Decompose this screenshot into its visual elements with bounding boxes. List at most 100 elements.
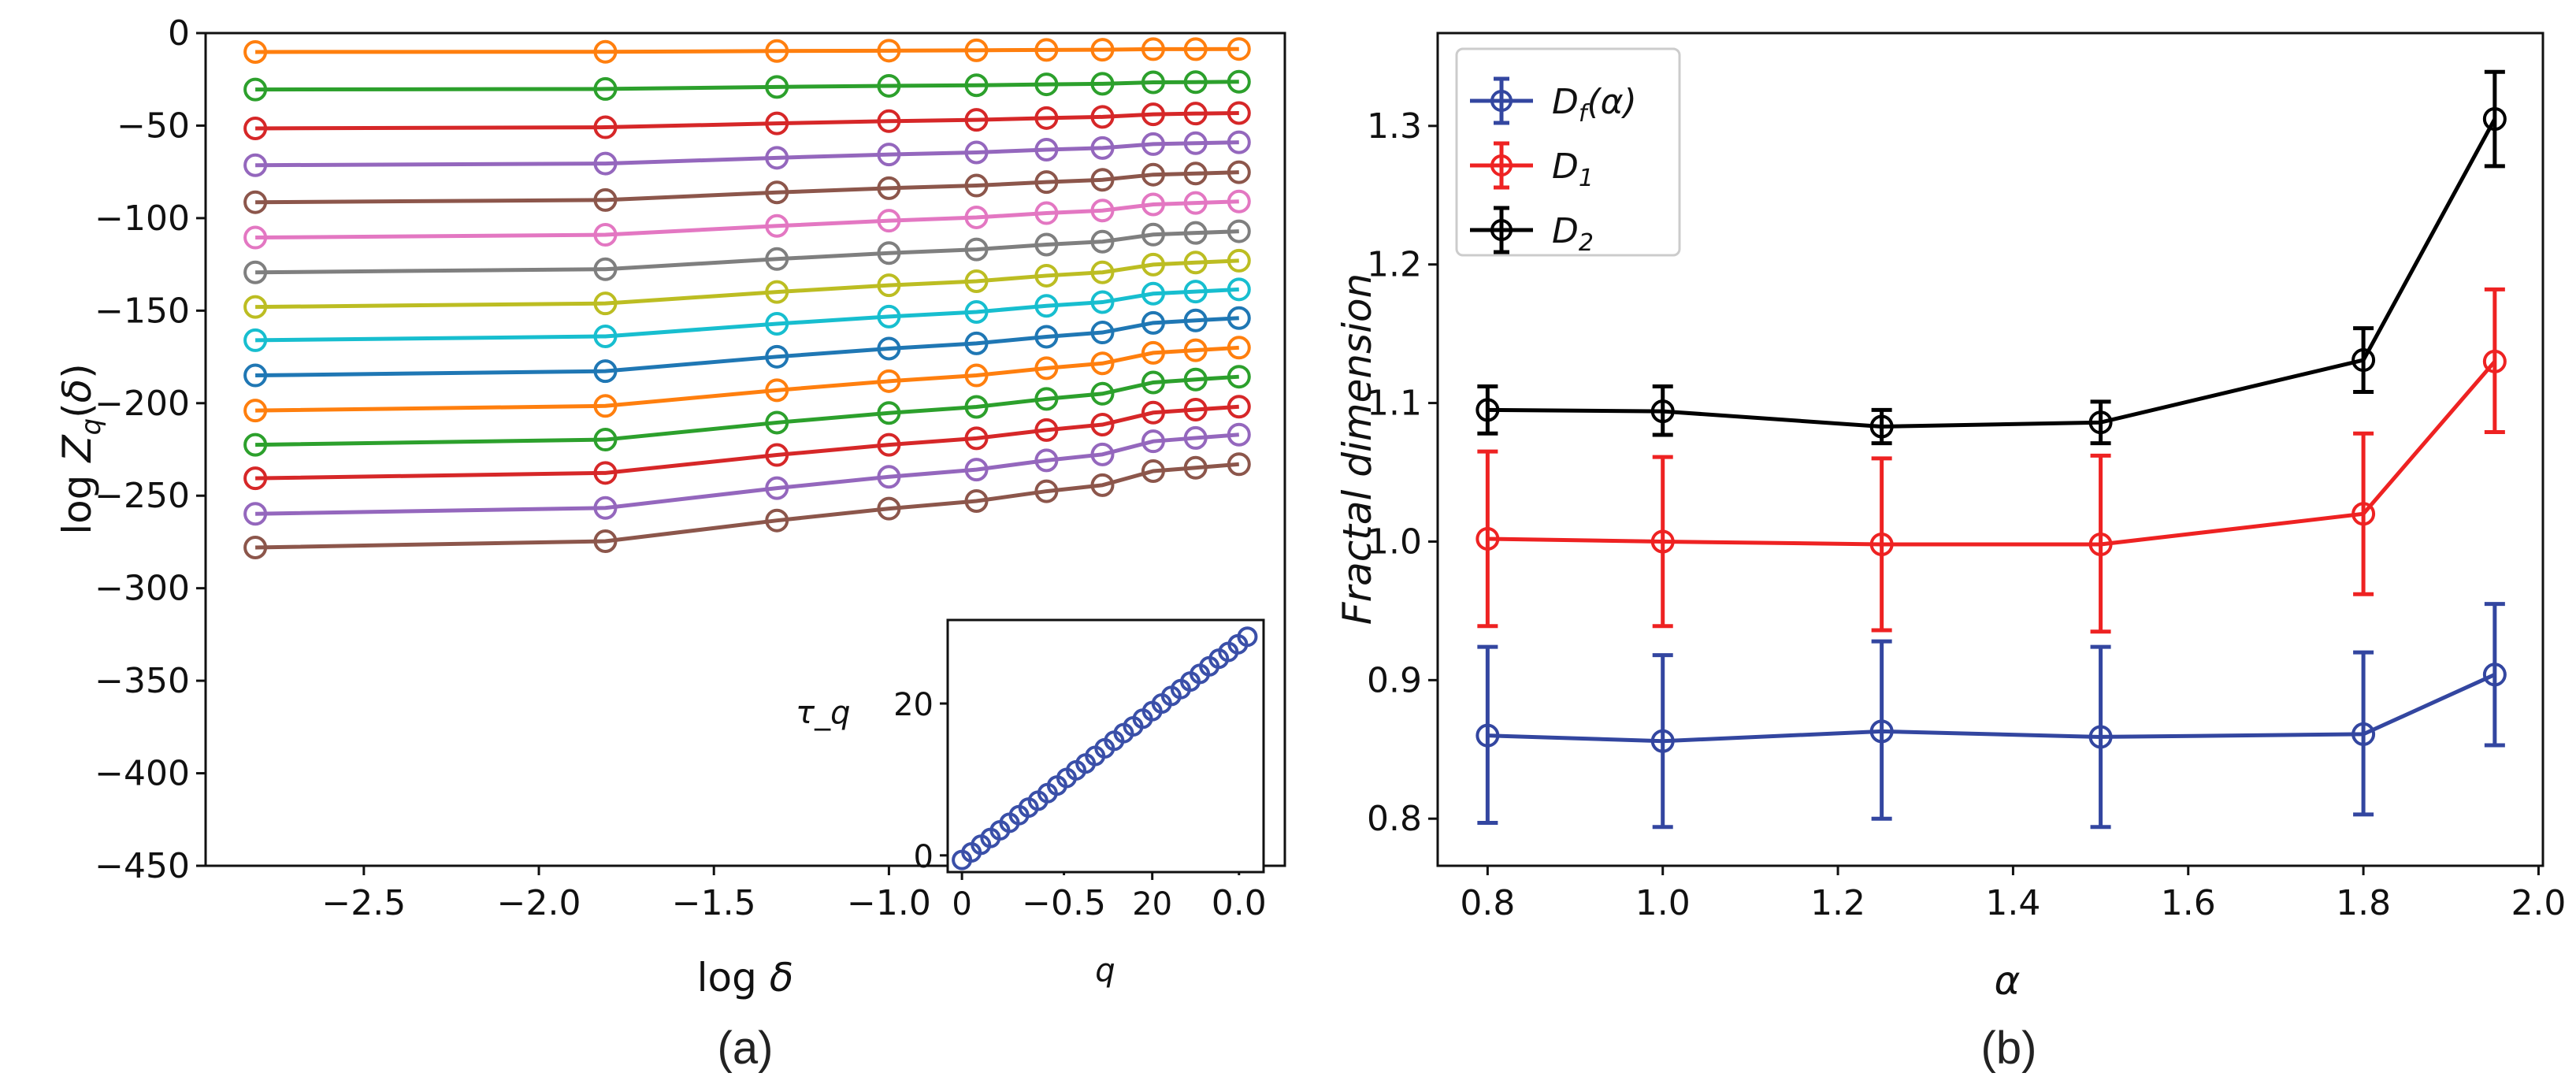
- legend-entry: D2: [1470, 206, 1594, 257]
- inset-x-tick-label: 0: [952, 886, 971, 923]
- data-point: [1141, 281, 1165, 306]
- data-point: [243, 225, 268, 250]
- data-point: [1227, 160, 1251, 184]
- y-axis-label: log Zq(δ): [54, 363, 107, 535]
- data-point: [593, 394, 618, 418]
- data-point: [1183, 280, 1208, 304]
- data-point: [765, 180, 789, 205]
- y-axis-label: Fractal dimension: [1334, 273, 1380, 625]
- data-point: [964, 458, 989, 482]
- data-point: [2088, 532, 2113, 556]
- data-point: [2351, 502, 2376, 526]
- data-point: [765, 344, 789, 369]
- data-point: [1183, 191, 1208, 215]
- x-tick-label: 0.8: [1460, 883, 1515, 923]
- x-tick-label: 0.0: [1212, 883, 1267, 923]
- data-point: [877, 432, 901, 457]
- data-point: [1227, 452, 1251, 477]
- x-tick-label: 2.0: [2511, 883, 2566, 923]
- data-point: [1227, 422, 1251, 447]
- x-tick-label: 1.8: [2336, 883, 2391, 923]
- data-point: [1650, 529, 1675, 554]
- x-tick-label: −0.5: [1022, 883, 1106, 923]
- x-axis-label-symbol: δ: [770, 955, 794, 1000]
- y-tick-label: 1.2: [1367, 245, 1422, 285]
- series-13: [243, 395, 1251, 491]
- y-tick-label: −400: [95, 754, 190, 794]
- data-point: [1869, 414, 1894, 439]
- data-point: [765, 213, 789, 238]
- series-4: [243, 130, 1251, 177]
- data-point: [765, 39, 789, 63]
- data-point: [877, 273, 901, 298]
- inset-y-tick-label: 0: [914, 839, 934, 875]
- data-point: [1141, 70, 1165, 95]
- data-point: [243, 535, 268, 559]
- legend-label-sub: 2: [1579, 229, 1594, 257]
- x-tick-label: 1.2: [1810, 883, 1865, 923]
- series-15: [243, 452, 1251, 559]
- data-point: [1183, 102, 1208, 126]
- series-14: [243, 422, 1251, 526]
- data-point: [2088, 725, 2113, 749]
- series-2: [243, 69, 1251, 102]
- data-point: [2088, 410, 2113, 435]
- axes-frame: [204, 32, 1286, 867]
- data-point: [1141, 102, 1165, 127]
- data-point: [1090, 381, 1115, 406]
- data-point: [243, 328, 268, 352]
- data-point: [593, 76, 618, 101]
- data-point: [243, 153, 268, 177]
- data-point: [593, 428, 618, 452]
- data-point: [243, 502, 268, 526]
- inset-chart: 0 20 0 20 q: [893, 618, 1265, 989]
- data-point: [1141, 458, 1165, 483]
- series-line: [1487, 673, 2496, 744]
- y-tick-label: −250: [95, 476, 190, 516]
- data-point: [1227, 37, 1251, 61]
- x-tick-label: 1.0: [1635, 883, 1691, 923]
- series-line: [255, 345, 1239, 413]
- data-point: [1183, 367, 1208, 392]
- inset-axes-frame: [946, 618, 1265, 874]
- data-point: [877, 209, 901, 233]
- series-line: [255, 229, 1239, 275]
- series-line: [255, 110, 1239, 131]
- series-line: [255, 316, 1239, 378]
- series-D_f(α): [1475, 602, 2507, 830]
- data-point: [1183, 161, 1208, 186]
- series-line: [255, 140, 1239, 168]
- data-point: [593, 529, 618, 554]
- x-tick-label: −1.5: [672, 883, 756, 923]
- data-point: [243, 190, 268, 214]
- data-point: [765, 378, 789, 403]
- data-point: [1650, 399, 1675, 424]
- data-point: [1141, 400, 1165, 425]
- inset-y-tick-label: 20: [893, 687, 934, 723]
- y-tick-label: 1.3: [1367, 106, 1422, 147]
- data-point: [1034, 294, 1059, 318]
- series-8: [243, 248, 1251, 319]
- data-point: [964, 331, 989, 355]
- series-line: [1487, 117, 2497, 429]
- data-point: [593, 151, 618, 176]
- data-point: [243, 260, 268, 284]
- series-line: [255, 258, 1239, 310]
- data-point: [964, 108, 989, 132]
- data-point: [1090, 229, 1115, 254]
- series-line: [255, 374, 1239, 447]
- series-6: [243, 189, 1251, 250]
- data-point: [593, 324, 618, 348]
- data-point: [765, 476, 789, 500]
- data-point: [964, 426, 989, 451]
- data-point: [1227, 219, 1251, 243]
- y-tick-label: 0.9: [1367, 660, 1422, 700]
- data-point: [765, 111, 789, 136]
- series-line: [1487, 360, 2496, 547]
- x-tick-label: −2.0: [497, 883, 581, 923]
- inset-x-tick-label: 20: [1132, 886, 1172, 923]
- data-point: [1227, 248, 1251, 273]
- legend-label: Df(α): [1552, 82, 1637, 128]
